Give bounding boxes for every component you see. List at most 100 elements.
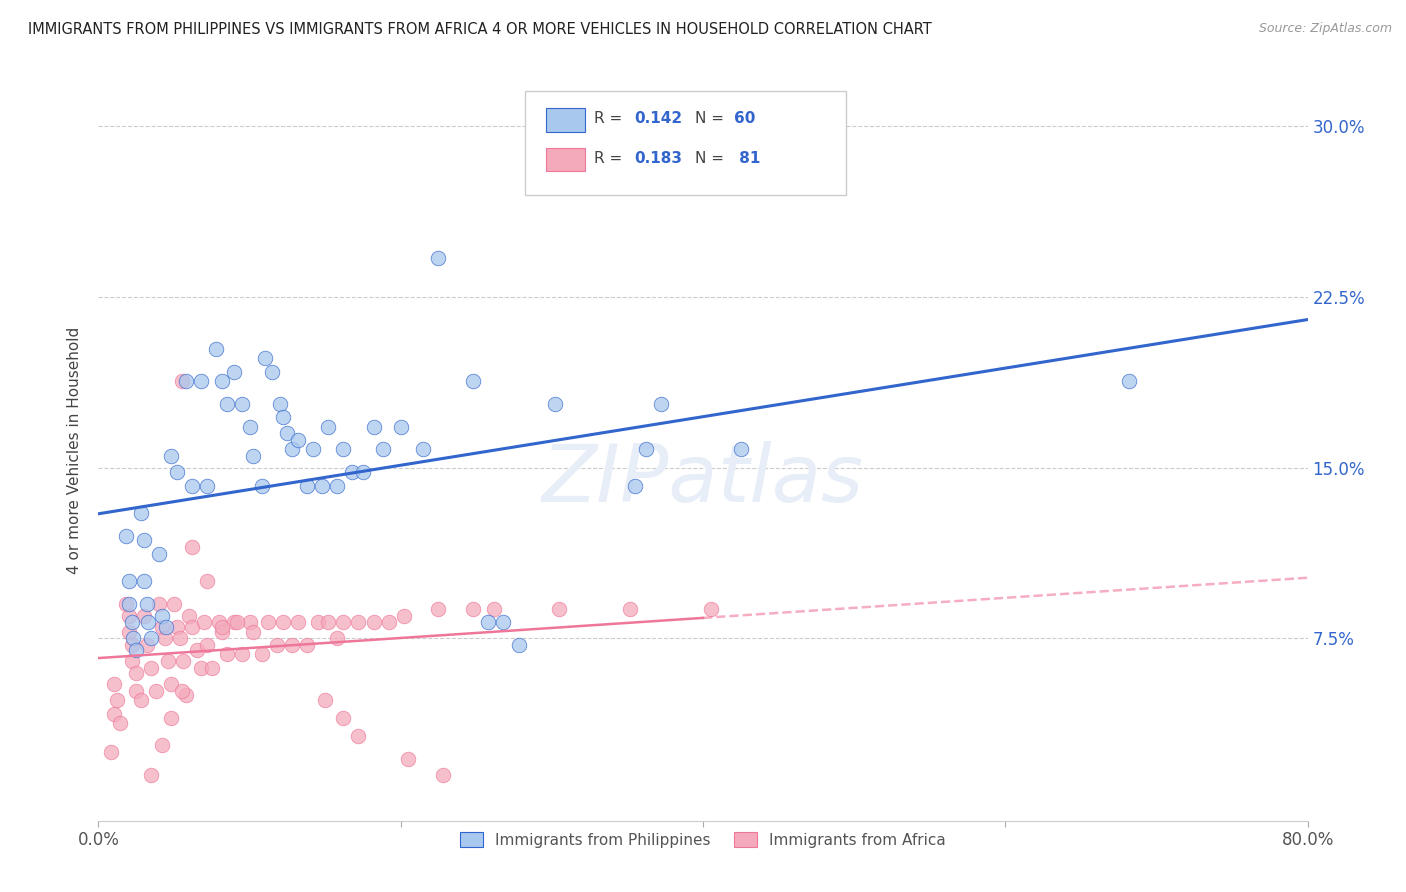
Point (141, 768, 163, 782)
Point (141, 661, 163, 675)
FancyBboxPatch shape (526, 91, 845, 195)
Point (276, 426, 298, 441)
Point (287, 615, 309, 630)
Point (150, 608, 173, 623)
Point (347, 730, 370, 744)
Point (129, 506, 152, 520)
Point (211, 374, 233, 388)
Point (281, 638, 304, 652)
Point (129, 693, 152, 707)
Point (463, 601, 485, 615)
Point (132, 608, 155, 623)
Point (281, 442, 304, 457)
Point (484, 601, 506, 615)
Point (201, 661, 224, 675)
Point (224, 365, 246, 379)
Point (332, 711, 354, 725)
Point (316, 419, 339, 434)
Point (396, 752, 419, 766)
Point (427, 601, 450, 615)
Point (271, 615, 294, 630)
Point (250, 479, 273, 493)
Point (122, 632, 145, 646)
Point (266, 638, 288, 652)
Point (125, 665, 148, 680)
Point (463, 374, 485, 388)
Text: R =: R = (595, 112, 627, 127)
Point (239, 615, 262, 630)
Point (205, 342, 228, 356)
Point (215, 648, 238, 662)
Point (136, 615, 159, 630)
Text: 81: 81 (734, 151, 761, 166)
Point (239, 419, 262, 434)
Point (256, 615, 278, 630)
Point (432, 768, 454, 782)
Point (363, 419, 385, 434)
Point (108, 715, 131, 730)
Point (100, 745, 122, 759)
Point (132, 533, 155, 548)
Text: ZIPatlas: ZIPatlas (541, 441, 865, 519)
Point (730, 442, 752, 457)
Point (307, 615, 329, 630)
Point (211, 624, 233, 639)
Point (650, 397, 672, 411)
Point (179, 608, 201, 623)
Point (155, 620, 177, 634)
Point (190, 374, 212, 388)
FancyBboxPatch shape (546, 148, 585, 171)
Point (477, 615, 499, 630)
Point (135, 597, 157, 611)
Point (132, 574, 155, 589)
Point (253, 351, 276, 366)
Y-axis label: 4 or more Vehicles in Household: 4 or more Vehicles in Household (67, 326, 83, 574)
Point (174, 689, 197, 703)
Point (208, 615, 231, 630)
Point (141, 632, 163, 646)
Point (118, 624, 141, 639)
Point (172, 654, 194, 668)
Point (181, 620, 204, 634)
Point (427, 251, 450, 265)
Point (295, 638, 318, 652)
Point (118, 608, 141, 623)
Point (347, 615, 370, 630)
Point (316, 615, 339, 630)
Point (492, 615, 515, 630)
Point (160, 711, 183, 725)
Point (148, 547, 170, 561)
Point (148, 597, 170, 611)
Legend: Immigrants from Philippines, Immigrants from Africa: Immigrants from Philippines, Immigrants … (454, 825, 952, 854)
Point (118, 574, 141, 589)
Point (269, 397, 291, 411)
Point (352, 465, 374, 479)
Point (231, 397, 253, 411)
Point (326, 479, 349, 493)
Point (634, 442, 657, 457)
Point (508, 638, 530, 652)
Point (181, 541, 204, 555)
Text: R =: R = (595, 151, 627, 166)
Point (412, 442, 434, 457)
Point (169, 632, 191, 646)
Point (145, 683, 167, 698)
FancyBboxPatch shape (546, 109, 585, 132)
Point (166, 620, 188, 634)
Text: IMMIGRANTS FROM PHILIPPINES VS IMMIGRANTS FROM AFRICA 4 OR MORE VEHICLES IN HOUS: IMMIGRANTS FROM PHILIPPINES VS IMMIGRANT… (28, 22, 932, 37)
Point (242, 449, 264, 463)
Text: 60: 60 (734, 112, 756, 127)
Point (181, 479, 204, 493)
Point (195, 638, 218, 652)
Point (544, 397, 567, 411)
Point (389, 419, 412, 434)
Point (377, 615, 399, 630)
Point (190, 661, 212, 675)
Point (156, 654, 179, 668)
Point (103, 706, 125, 721)
Point (231, 648, 253, 662)
Point (363, 615, 385, 630)
Point (170, 683, 193, 698)
Text: Source: ZipAtlas.com: Source: ZipAtlas.com (1258, 22, 1392, 36)
Point (224, 615, 246, 630)
